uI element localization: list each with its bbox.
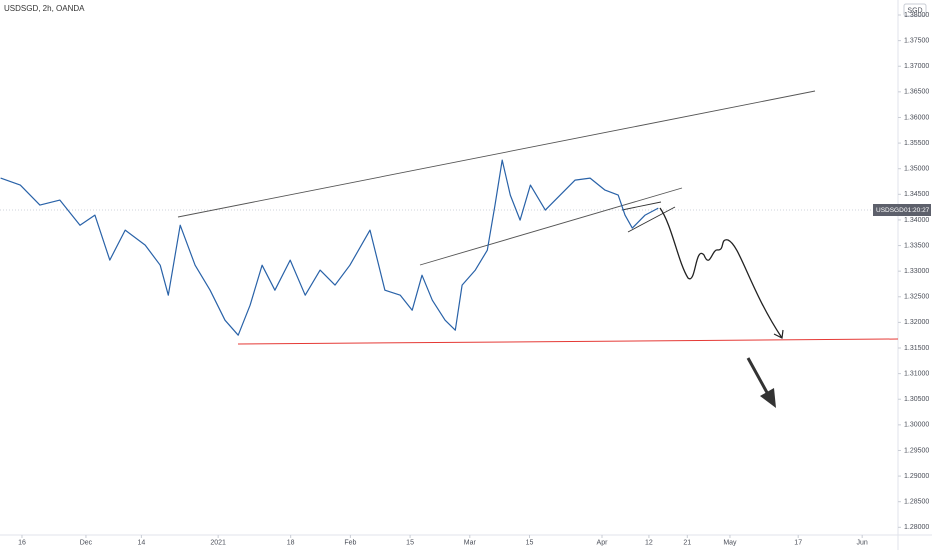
x-tick-label: 21 [683,539,691,546]
down-arrow-head [760,388,776,408]
x-tick-label: 15 [526,539,534,546]
chart-title: USDSGD, 2h, OANDA [4,4,85,13]
x-tick-label: Jun [857,539,868,546]
y-tick-label: 1.31500 [904,345,929,352]
x-tick-label: 2021 [210,539,226,546]
y-tick-label: 1.28500 [904,499,929,506]
x-tick-label: Feb [344,539,356,546]
y-tick-label: 1.35500 [904,140,929,147]
y-tick-label: 1.29500 [904,447,929,454]
y-tick-label: 1.32500 [904,294,929,301]
price-tag-symbol: USDSGD [876,207,904,214]
x-tick-label: Dec [80,539,93,546]
x-tick-label: 18 [287,539,295,546]
x-tick-label: 14 [137,539,145,546]
y-tick-label: 1.33500 [904,242,929,249]
y-tick-label: 1.31000 [904,370,929,377]
y-tick-label: 1.34500 [904,191,929,198]
currency-label: SGD [907,7,922,14]
drawings [177,90,899,408]
x-tick-label: Mar [464,539,477,546]
x-tick-label: 15 [406,539,414,546]
y-tick-label: 1.34000 [904,217,929,224]
x-tick-label: 16 [18,539,26,546]
y-tick-label: 1.30500 [904,396,929,403]
projection-arrowhead [773,329,784,339]
x-tick-label: 17 [794,539,802,546]
x-tick-label: Apr [597,539,609,546]
y-tick-label: 1.37500 [904,37,929,44]
currency-box [903,3,927,17]
y-tick-label: 1.30000 [904,422,929,429]
price-tag-countdown: 01:20:27 [904,207,930,214]
y-tick-label: 1.33000 [904,268,929,275]
wedge [621,201,676,233]
y-tick-label: 1.38000 [904,12,929,19]
y-tick-label: 1.35000 [904,166,929,173]
down-arrow [746,357,772,399]
y-tick-label: 1.32000 [904,319,929,326]
y-tick-label: 1.28000 [904,524,929,531]
support-line [237,338,899,345]
x-tick-label: May [723,539,737,546]
y-tick-label: 1.29000 [904,473,929,480]
price-tag [873,204,931,216]
y-tick-label: 1.36000 [904,114,929,121]
trendline [177,90,816,218]
x-tick-label: 12 [645,539,653,546]
price-line-series [0,159,659,336]
trendline [419,187,683,266]
y-tick-label: 1.36500 [904,89,929,96]
projection [659,207,783,339]
y-tick-label: 1.37000 [904,63,929,70]
